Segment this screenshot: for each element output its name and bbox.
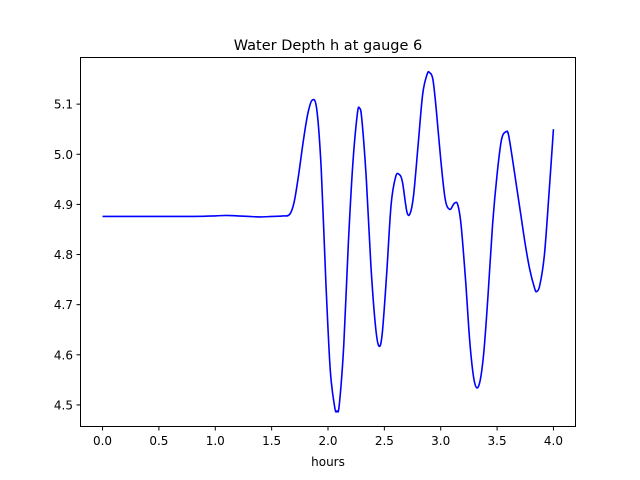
series-line xyxy=(102,70,555,413)
y-tick-label: 4.9 xyxy=(54,198,73,212)
y-tick-label: 4.7 xyxy=(54,298,73,312)
plot-area-frame xyxy=(80,57,576,427)
y-tick-label: 4.8 xyxy=(54,248,73,262)
y-tick-label: 4.5 xyxy=(54,398,73,412)
series-layer xyxy=(102,70,555,413)
x-tick-label: 3.0 xyxy=(431,434,450,448)
x-tick-label: 3.5 xyxy=(488,434,507,448)
x-tick-label: 2.0 xyxy=(318,434,337,448)
y-tick-label: 5.0 xyxy=(54,148,73,162)
y-tick-label: 5.1 xyxy=(54,98,73,112)
x-tick-label: 1.5 xyxy=(262,434,281,448)
x-axis: 0.0 0.5 1.0 1.5 2.0 2.5 3.0 3.5 4.0 xyxy=(93,427,563,448)
x-tick-label: 4.0 xyxy=(544,434,563,448)
x-tick-label: 2.5 xyxy=(375,434,394,448)
x-tick-label: 1.0 xyxy=(206,434,225,448)
y-tick-label: 4.6 xyxy=(54,348,73,362)
x-axis-label: hours xyxy=(311,455,345,469)
chart-title: Water Depth h at gauge 6 xyxy=(234,38,422,54)
x-tick-label: 0.0 xyxy=(93,434,112,448)
x-tick-label: 0.5 xyxy=(149,434,168,448)
y-axis: 4.5 4.6 4.7 4.8 4.9 5.0 5.1 xyxy=(54,98,80,412)
